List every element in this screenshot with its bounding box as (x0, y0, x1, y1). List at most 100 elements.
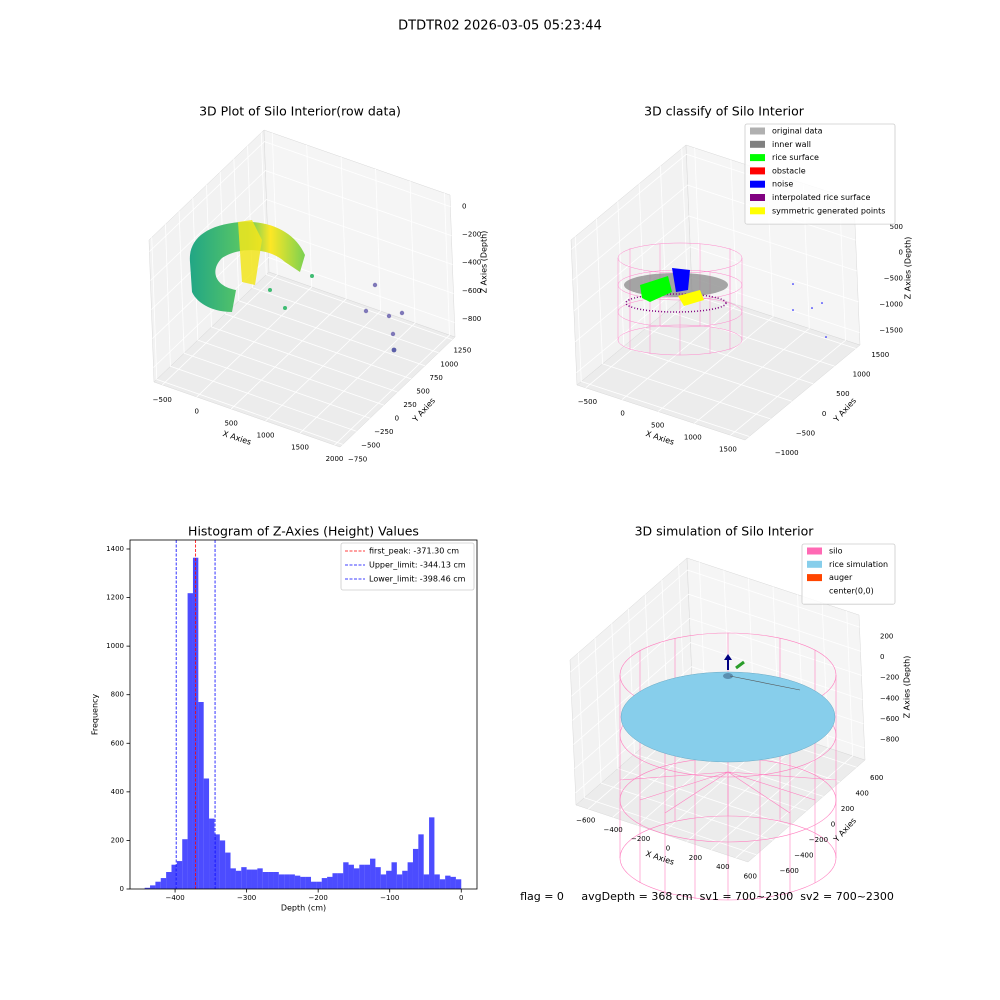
legend-swatch (750, 154, 765, 162)
auger-tip (735, 660, 745, 670)
x-tick-label: −200 (309, 894, 328, 902)
point (792, 309, 794, 311)
y-tick-label: 0 (395, 415, 399, 423)
x-tick-label: 0 (459, 894, 463, 902)
bar (176, 861, 183, 889)
bar (150, 885, 156, 889)
legend-label: Lower_limit: -398.46 cm (369, 575, 466, 584)
x-tick-label: 0 (194, 408, 198, 416)
z-axis-label: Z Axies (Depth) (904, 237, 913, 300)
bar (343, 862, 349, 889)
grid-line (730, 195, 846, 436)
x-tick-label: 1500 (719, 445, 737, 453)
bar (332, 873, 338, 889)
z-tick-label: −600 (462, 287, 481, 295)
bar (235, 870, 242, 889)
legend-label: symmetric generated points (772, 206, 885, 215)
y-tick-label: 600 (870, 774, 883, 782)
legend-box (801, 543, 896, 605)
bar (327, 876, 333, 889)
center-hole (723, 673, 733, 679)
grid-line (153, 257, 455, 368)
bar (450, 876, 456, 889)
legend-label: interpolated rice surface (772, 193, 870, 202)
bar (214, 834, 220, 889)
y-tick-label: 400 (111, 788, 124, 796)
bar (155, 881, 161, 889)
bar (241, 867, 247, 889)
z-tick-label: −1500 (879, 327, 903, 335)
z-tick-label: −400 (880, 694, 899, 702)
point (821, 302, 823, 304)
z-tick-label: 0 (462, 202, 466, 210)
bar (251, 869, 258, 889)
bar (273, 871, 279, 889)
grid-line (219, 171, 412, 380)
bar (203, 778, 210, 889)
outliers (268, 274, 314, 310)
grid-line (149, 141, 451, 252)
x-tick-label: 500 (651, 422, 664, 430)
bar (439, 879, 446, 889)
legend-label: auger (829, 573, 853, 582)
legend-label: inner wall (772, 140, 811, 149)
x-tick-label: −400 (165, 894, 184, 902)
legend-label: center(0,0) (829, 586, 874, 595)
legend-label: original data (772, 127, 823, 136)
grid-line (621, 159, 738, 401)
auger-shaft (729, 675, 801, 691)
legend-swatch (807, 574, 822, 582)
legend-label: obstacle (772, 166, 806, 175)
bar (423, 874, 430, 889)
legend-label: rice simulation (829, 560, 888, 569)
grid-line (735, 610, 854, 859)
grid-line (196, 144, 313, 398)
bar (294, 875, 301, 889)
bar (284, 874, 290, 889)
x-tick-label: 2000 (326, 455, 344, 463)
rice-surface (640, 276, 672, 302)
y-tick-label: 500 (836, 390, 849, 398)
bar (268, 871, 274, 889)
y-tick-label: −500 (796, 429, 815, 437)
legend-label: rice surface (772, 153, 819, 162)
chart-title: 3D simulation of Silo Interior (635, 524, 815, 539)
z-tick-label: −200 (462, 230, 481, 238)
point (792, 283, 794, 285)
grid-line (247, 145, 439, 354)
bar (209, 818, 215, 889)
grid-line (334, 193, 450, 446)
legend-swatch (807, 587, 822, 595)
point (399, 310, 405, 316)
point (386, 313, 392, 319)
bar (230, 868, 236, 889)
bar (402, 870, 408, 889)
x-tick-label: 1000 (257, 431, 275, 439)
grid-line (573, 642, 863, 745)
spoke (619, 771, 837, 816)
bar (316, 881, 322, 889)
y-tick-label: 500 (416, 387, 429, 395)
grid-line (574, 246, 859, 343)
legend-box (340, 542, 475, 591)
y-tick-label: 750 (430, 374, 443, 382)
legend-label: Upper_limit: -344.13 cm (369, 561, 466, 570)
bar (418, 834, 424, 889)
grid-line (710, 602, 829, 851)
y-tick-label: 400 (855, 789, 868, 797)
grid-line (260, 132, 453, 340)
interpolated (625, 293, 727, 313)
bar (321, 878, 328, 889)
symmetric-points (678, 290, 704, 306)
legend-swatch (750, 194, 765, 201)
point (390, 331, 396, 337)
noise-cluster (672, 268, 690, 292)
grid-line (611, 623, 790, 826)
bar (257, 868, 263, 889)
grid-line (165, 224, 357, 432)
rice-surface (620, 671, 836, 763)
z-axis-label: Z Axies (Depth) (480, 231, 489, 294)
point (363, 308, 369, 314)
legend-label: noise (772, 180, 793, 189)
